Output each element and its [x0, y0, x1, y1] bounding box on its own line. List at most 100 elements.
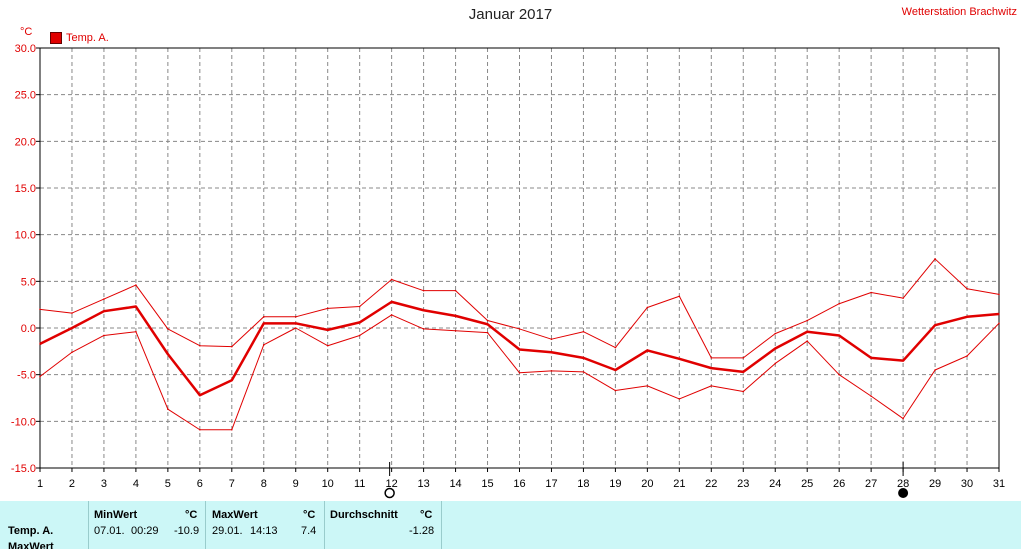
data-point-avg	[806, 330, 808, 333]
data-point-max	[934, 258, 936, 260]
legend: Temp. A.	[50, 32, 109, 44]
x-tick-label: 5	[165, 478, 171, 490]
data-point-avg	[998, 313, 1000, 315]
min-unit: °C	[185, 509, 198, 521]
x-tick-label: 24	[769, 478, 781, 490]
data-point-min	[326, 344, 329, 347]
data-point-avg	[486, 323, 489, 326]
data-point-avg	[262, 322, 265, 325]
data-point-avg	[454, 315, 457, 317]
data-point-max	[806, 319, 808, 322]
series	[39, 258, 1000, 431]
x-tick-label: 22	[705, 478, 717, 490]
x-tick-label: 1	[37, 478, 43, 490]
x-tick-label: 27	[865, 478, 877, 490]
data-point-max	[646, 306, 649, 309]
data-point-min	[550, 370, 553, 372]
x-tick-label: 21	[673, 478, 685, 490]
x-tick-label: 15	[481, 478, 493, 490]
data-point-max	[71, 312, 73, 314]
stats-panel: Temp. A. MaxWert MinWert °C 07.01. 00:29…	[0, 501, 1021, 549]
data-point-min	[518, 372, 521, 374]
x-tick-label: 12	[386, 478, 398, 490]
data-point-avg	[710, 367, 713, 369]
y-tick-label: -10.0	[11, 416, 36, 428]
data-point-min	[998, 322, 1000, 325]
x-tick-label: 2	[69, 478, 75, 490]
axes: 30.0 25.0 20.0 15.0 10.0 5.0 0.0 -5.0 -10.0 -15.0…	[11, 43, 1005, 490]
y-tick-label: 25.0	[15, 90, 36, 102]
x-tick-label: 29	[929, 478, 941, 490]
x-tick-label: 4	[133, 478, 139, 490]
x-tick-label: 23	[737, 478, 749, 490]
stats-label-column: Temp. A. MaxWert	[0, 501, 89, 549]
data-point-min	[966, 355, 968, 357]
row-label-temp: Temp. A.	[8, 525, 54, 537]
max-time: 14:13	[250, 525, 278, 537]
data-point-avg	[966, 316, 968, 318]
data-point-max	[167, 328, 169, 330]
new-moon-icon	[384, 487, 395, 499]
max-value: 7.4	[301, 525, 317, 537]
data-point-max	[518, 328, 521, 330]
y-tick-label: 0.0	[21, 323, 36, 335]
data-point-min	[870, 395, 872, 397]
max-unit: °C	[303, 509, 316, 521]
x-tick-label: 6	[197, 478, 203, 490]
avg-header: Durchschnitt	[330, 509, 398, 521]
data-point-max	[902, 297, 904, 299]
data-point-min	[582, 371, 585, 373]
x-tick-label: 13	[417, 478, 429, 490]
data-point-max	[710, 357, 713, 359]
chart-title: Januar 2017	[468, 6, 553, 23]
data-point-avg	[71, 327, 73, 329]
y-tick-label: 20.0	[15, 136, 36, 148]
data-point-min	[774, 362, 777, 365]
x-tick-label: 8	[261, 478, 267, 490]
data-point-avg	[614, 369, 617, 371]
data-point-avg	[934, 324, 936, 327]
y-tick-label: -15.0	[11, 463, 36, 475]
x-tick-label: 18	[577, 478, 589, 490]
data-point-avg	[518, 348, 521, 351]
station-name: Wetterstation Brachwitz	[901, 6, 1017, 18]
x-tick-label: 25	[801, 478, 813, 490]
x-tick-label: 7	[229, 478, 235, 490]
max-date: 29.01.	[212, 525, 243, 537]
stats-max-column: MaxWert °C 29.01. 14:13 7.4	[206, 501, 325, 549]
data-point-max	[262, 316, 265, 318]
stats-min-column: MinWert °C 07.01. 00:29 -10.9	[89, 501, 206, 549]
data-point-min	[806, 340, 808, 342]
data-point-min	[358, 334, 361, 337]
data-point-max	[326, 307, 329, 310]
data-point-max	[103, 298, 105, 300]
x-tick-label: 10	[322, 478, 334, 490]
data-point-min	[199, 428, 201, 431]
x-tick-label: 31	[993, 478, 1005, 490]
data-point-max	[454, 289, 457, 292]
data-point-min	[710, 385, 713, 387]
data-point-min	[614, 389, 617, 392]
data-point-max	[966, 288, 968, 290]
data-point-min	[934, 369, 936, 371]
avg-unit: °C	[420, 509, 433, 521]
x-tick-label: 17	[545, 478, 557, 490]
x-tick-label: 20	[641, 478, 653, 490]
data-point-avg	[902, 359, 904, 362]
y-tick-label: 10.0	[15, 230, 36, 242]
data-point-max	[582, 330, 585, 333]
data-point-avg	[550, 351, 553, 354]
data-point-max	[486, 319, 489, 322]
data-point-max	[199, 344, 201, 347]
data-point-avg	[294, 322, 297, 325]
data-point-avg	[231, 379, 233, 382]
x-tick-label: 3	[101, 478, 107, 490]
data-point-avg	[167, 353, 169, 355]
data-point-max	[294, 316, 297, 318]
data-point-min	[71, 351, 73, 354]
data-point-avg	[326, 329, 329, 331]
legend-swatch	[50, 32, 62, 44]
data-point-avg	[199, 394, 201, 397]
data-point-avg	[358, 321, 361, 324]
data-point-min	[39, 375, 41, 378]
